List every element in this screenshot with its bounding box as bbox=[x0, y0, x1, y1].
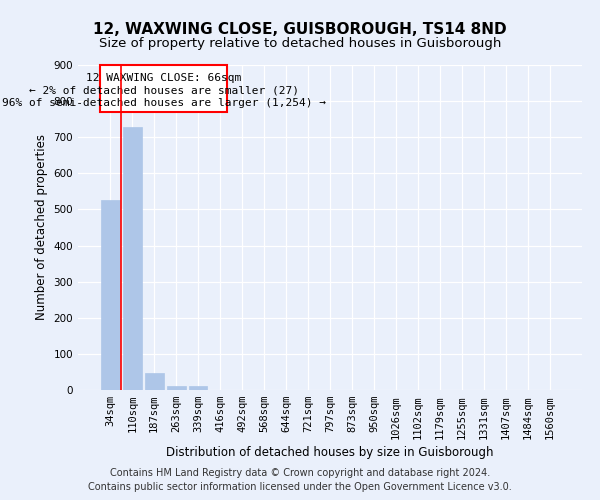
Text: 96% of semi-detached houses are larger (1,254) →: 96% of semi-detached houses are larger (… bbox=[2, 98, 326, 108]
Text: ← 2% of detached houses are smaller (27): ← 2% of detached houses are smaller (27) bbox=[29, 86, 299, 96]
Text: Size of property relative to detached houses in Guisborough: Size of property relative to detached ho… bbox=[99, 38, 501, 51]
Bar bbox=[101, 200, 119, 390]
X-axis label: Distribution of detached houses by size in Guisborough: Distribution of detached houses by size … bbox=[166, 446, 494, 458]
Text: 12, WAXWING CLOSE, GUISBOROUGH, TS14 8ND: 12, WAXWING CLOSE, GUISBOROUGH, TS14 8ND bbox=[93, 22, 507, 38]
Bar bbox=[145, 373, 164, 390]
Bar bbox=[123, 128, 142, 390]
Bar bbox=[167, 386, 185, 390]
Y-axis label: Number of detached properties: Number of detached properties bbox=[35, 134, 48, 320]
Text: 12 WAXWING CLOSE: 66sqm: 12 WAXWING CLOSE: 66sqm bbox=[86, 73, 241, 83]
Text: Contains HM Land Registry data © Crown copyright and database right 2024.: Contains HM Land Registry data © Crown c… bbox=[110, 468, 490, 477]
Bar bbox=[189, 386, 208, 390]
FancyBboxPatch shape bbox=[100, 65, 227, 112]
Text: Contains public sector information licensed under the Open Government Licence v3: Contains public sector information licen… bbox=[88, 482, 512, 492]
